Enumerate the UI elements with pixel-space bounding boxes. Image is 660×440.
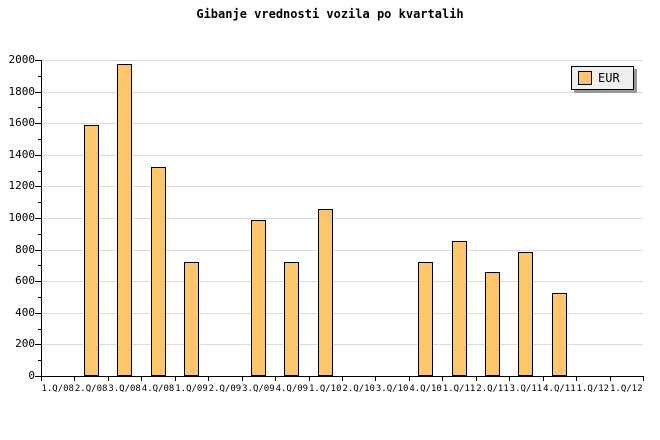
bar-1.Q/10 [317,209,333,376]
x-category-label: 1.Q/10 [309,384,342,394]
bar-3.Q/11 [518,251,534,376]
y-gridline [42,91,643,93]
x-tick [542,377,544,381]
x-tick [442,377,444,381]
bar-2.Q/08 [83,124,99,376]
y-tick-label: 1000 [8,211,36,224]
x-tick [475,377,477,381]
y-gridline [42,249,643,251]
legend-swatch-eur-icon [578,71,592,85]
y-gridline [42,218,643,219]
x-tick [509,377,511,381]
y-gridline [42,154,643,156]
y-tick-label: 400 [15,305,35,319]
y-gridline [42,312,643,314]
y-tick-label: 2000 [8,53,36,66]
x-category-label: 3.Q/11 [509,384,543,394]
y-major-tick [35,218,41,219]
x-category-label: 2.Q/08 [74,384,108,394]
x-tick [408,377,410,381]
x-category-label: 3.Q/10 [375,384,409,394]
bar-2.Q/11 [485,271,500,376]
y-tick-label: 0 [28,369,35,382]
y-tick-label: 200 [15,337,35,351]
x-tick [174,377,176,381]
x-category-label: 4.Q/08 [141,384,175,394]
bar-3.Q/08 [117,63,133,376]
y-tick-label: 800 [15,242,35,256]
y-major-tick [35,154,41,156]
bar-4.Q/10 [418,262,434,376]
x-tick [643,377,644,381]
bar-4.Q/09 [284,262,300,376]
y-minor-tick [38,75,41,77]
x-category-label: 1.Q/09 [175,384,208,394]
x-category-label: 3.Q/08 [108,384,141,394]
y-major-tick [35,249,41,251]
y-tick-label: 1800 [8,84,36,98]
y-minor-tick [38,202,41,204]
x-tick [141,377,143,381]
bar-1.Q/11 [451,240,467,376]
legend: EUR [571,66,634,90]
x-tick [375,377,377,381]
y-minor-tick [38,233,41,235]
x-category-label: 4.Q/10 [409,384,442,394]
x-tick [41,377,42,381]
x-tick [74,377,76,381]
y-tick-label: 1200 [8,179,36,193]
y-major-tick [35,376,41,377]
x-tick [342,377,343,381]
y-minor-tick [38,170,41,172]
x-tick [308,377,310,381]
x-category-label: 1.Q/11 [442,384,476,394]
y-tick-label: 600 [15,274,35,288]
bar-4.Q/11 [551,293,567,376]
x-category-label: 3.Q/09 [242,384,275,394]
chart-title: Gibanje vrednosti vozila po kvartalih [196,7,464,21]
x-category-label: 2.Q/11 [476,384,509,394]
y-axis-line [41,60,42,377]
y-major-tick [35,281,41,283]
bar-3.Q/09 [250,220,266,376]
y-major-tick [35,186,41,188]
y-tick-label: 1600 [8,116,36,130]
y-minor-tick [38,265,41,267]
x-tick [275,377,277,381]
x-tick [576,377,578,381]
y-tick-label: 1400 [8,147,36,161]
y-minor-tick [38,297,41,298]
x-tick [107,377,109,381]
bar-1.Q/09 [184,262,199,376]
y-gridline [42,344,643,346]
x-tick [241,377,243,381]
x-category-label: 1.Q/08 [41,384,74,394]
x-category-label: 1.Q/12 [610,384,643,394]
y-gridline [42,281,643,283]
y-major-tick [35,91,41,93]
x-category-label: 2.Q/10 [342,384,375,394]
y-minor-tick [38,139,41,140]
y-major-tick [35,344,41,346]
x-category-label: 4.Q/11 [543,384,576,394]
y-major-tick [35,123,41,125]
x-category-label: 4.Q/09 [275,384,309,394]
x-axis-line [41,376,644,377]
y-gridline [42,123,643,125]
x-category-label: 1.Q/12 [576,384,610,394]
legend-label: EUR [598,71,620,85]
y-major-tick [35,312,41,314]
y-minor-tick [38,107,41,109]
y-gridline [42,60,643,61]
y-gridline [42,186,643,188]
x-tick [609,377,611,381]
y-major-tick [35,60,41,61]
x-tick [208,377,210,381]
x-category-label: 2.Q/09 [208,384,242,394]
bar-4.Q/08 [150,167,166,376]
y-minor-tick [38,360,41,362]
y-minor-tick [38,328,41,330]
